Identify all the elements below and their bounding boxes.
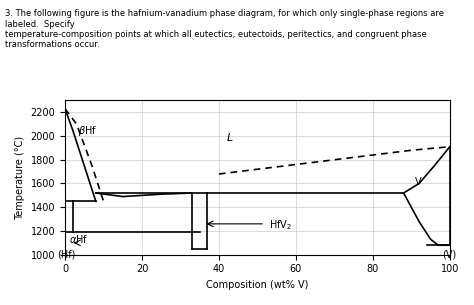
- Text: $\alpha$Hf: $\alpha$Hf: [69, 233, 88, 245]
- Text: L: L: [227, 133, 233, 143]
- Text: 3. The following figure is the hafnium-vanadium phase diagram, for which only si: 3. The following figure is the hafnium-v…: [5, 9, 444, 49]
- Text: V: V: [415, 177, 422, 187]
- X-axis label: Composition (wt% V): Composition (wt% V): [206, 280, 309, 290]
- Text: HfV$_2$: HfV$_2$: [269, 219, 292, 232]
- Text: (Hf): (Hf): [57, 250, 76, 260]
- Text: $\beta$Hf: $\beta$Hf: [79, 124, 98, 138]
- Y-axis label: Temperature (°C): Temperature (°C): [15, 135, 25, 220]
- Text: (V): (V): [442, 250, 456, 260]
